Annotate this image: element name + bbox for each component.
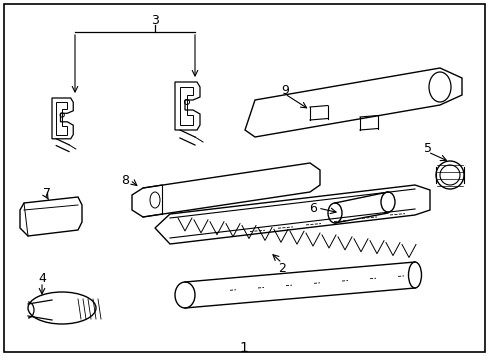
- Text: 9: 9: [281, 84, 288, 96]
- Text: 6: 6: [308, 202, 316, 215]
- Text: 8: 8: [121, 174, 129, 186]
- Text: 5: 5: [423, 141, 431, 154]
- Text: 7: 7: [43, 186, 51, 199]
- Text: 2: 2: [278, 261, 285, 274]
- Text: 3: 3: [151, 14, 159, 27]
- Text: 1: 1: [239, 341, 248, 355]
- Text: 4: 4: [38, 271, 46, 284]
